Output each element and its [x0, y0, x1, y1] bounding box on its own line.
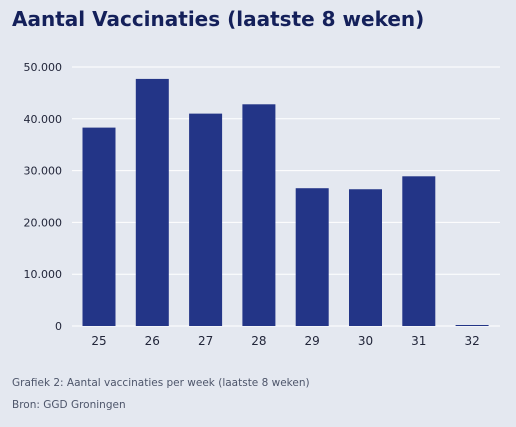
x-tick-label: 28 — [251, 334, 266, 348]
chart-source: Bron: GGD Groningen — [12, 399, 126, 411]
y-tick-label: 40.000 — [24, 113, 63, 126]
x-tick-label: 29 — [305, 334, 320, 348]
bar — [242, 104, 276, 327]
y-tick-label: 20.000 — [24, 216, 63, 229]
x-tick-label: 32 — [464, 334, 479, 348]
bars — [82, 78, 489, 327]
x-tick-label: 25 — [91, 334, 106, 348]
chart-caption: Grafiek 2: Aantal vaccinaties per week (… — [12, 377, 310, 389]
bar — [349, 189, 382, 326]
bar — [295, 188, 329, 326]
bar — [402, 176, 436, 326]
x-tick-label: 31 — [411, 334, 426, 348]
x-tick-label: 26 — [145, 334, 160, 348]
bar — [82, 127, 116, 326]
y-tick-label: 10.000 — [24, 268, 63, 281]
vaccination-bar-chart: 0 10.000 20.000 30.000 40.000 50.000 25 26 27 28… — [24, 61, 500, 348]
y-tick-label: 30.000 — [24, 165, 63, 178]
bar — [189, 113, 223, 327]
x-tick-label: 27 — [198, 334, 213, 348]
page-title: Aantal Vaccinaties (laatste 8 weken) — [12, 7, 425, 31]
x-tick-label: 30 — [358, 334, 373, 348]
x-axis-ticks: 25 26 27 28 29 30 31 32 — [91, 334, 479, 348]
y-tick-label: 0 — [55, 320, 62, 333]
y-axis-ticks: 0 10.000 20.000 30.000 40.000 50.000 — [24, 61, 63, 333]
y-tick-label: 50.000 — [24, 61, 63, 74]
bar — [455, 325, 489, 326]
bar — [135, 78, 169, 326]
